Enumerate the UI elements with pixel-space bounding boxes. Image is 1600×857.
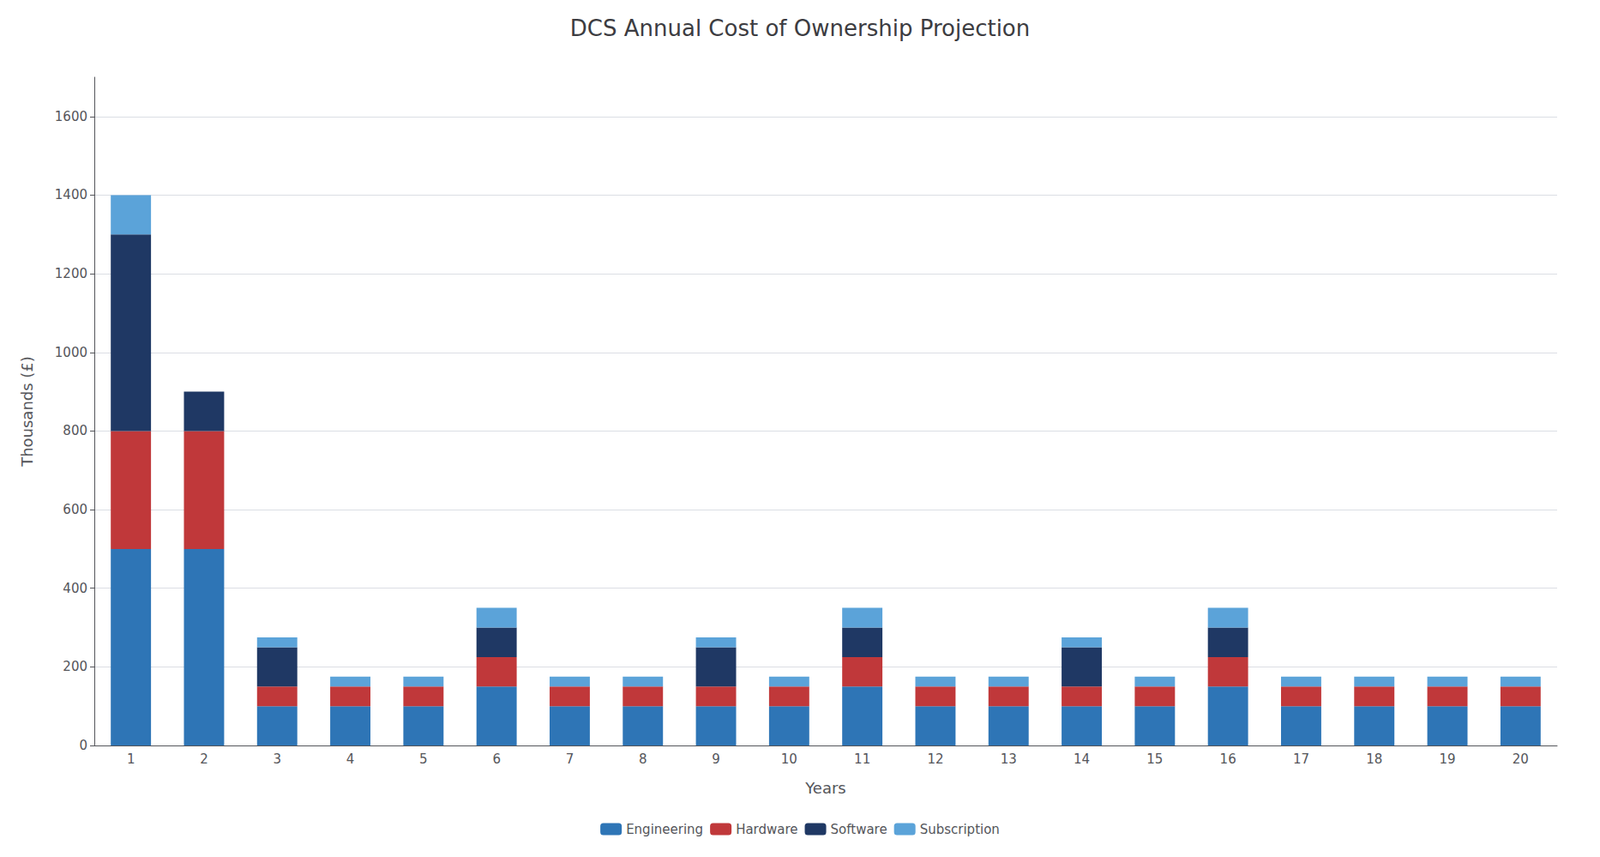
svg-text:6: 6 [492, 751, 501, 767]
svg-text:DCS Annual Cost of Ownership P: DCS Annual Cost of Ownership Projection [570, 15, 1030, 42]
svg-text:13: 13 [1000, 751, 1017, 767]
svg-text:11: 11 [854, 751, 871, 767]
svg-text:Engineering: Engineering [625, 821, 704, 837]
svg-text:16: 16 [1220, 751, 1237, 767]
svg-text:Subscription: Subscription [920, 821, 1000, 837]
svg-text:Software: Software [830, 821, 888, 837]
svg-text:1600: 1600 [54, 108, 88, 125]
svg-text:20: 20 [1512, 751, 1529, 767]
svg-text:Hardware: Hardware [735, 821, 798, 837]
svg-text:0: 0 [78, 737, 88, 753]
svg-text:600: 600 [62, 501, 88, 518]
svg-text:18: 18 [1365, 751, 1383, 767]
svg-text:1400: 1400 [54, 186, 88, 203]
svg-text:4: 4 [346, 751, 355, 767]
svg-text:8: 8 [638, 751, 648, 767]
svg-text:10: 10 [781, 751, 798, 767]
svg-text:1: 1 [126, 751, 136, 767]
svg-text:5: 5 [419, 751, 428, 767]
svg-text:1200: 1200 [54, 265, 88, 282]
svg-text:Years: Years [804, 778, 847, 797]
svg-text:800: 800 [62, 422, 88, 439]
svg-text:200: 200 [62, 658, 88, 674]
svg-text:Thousands (£): Thousands (£) [18, 355, 37, 468]
svg-text:2: 2 [199, 751, 209, 767]
svg-text:9: 9 [711, 751, 721, 767]
svg-text:12: 12 [926, 751, 944, 767]
svg-text:1000: 1000 [54, 344, 88, 361]
svg-text:400: 400 [62, 580, 88, 596]
svg-text:17: 17 [1293, 751, 1310, 767]
svg-text:15: 15 [1146, 751, 1163, 767]
svg-text:19: 19 [1439, 751, 1456, 767]
svg-text:3: 3 [272, 751, 282, 767]
svg-text:7: 7 [565, 751, 575, 767]
svg-text:14: 14 [1073, 751, 1090, 767]
